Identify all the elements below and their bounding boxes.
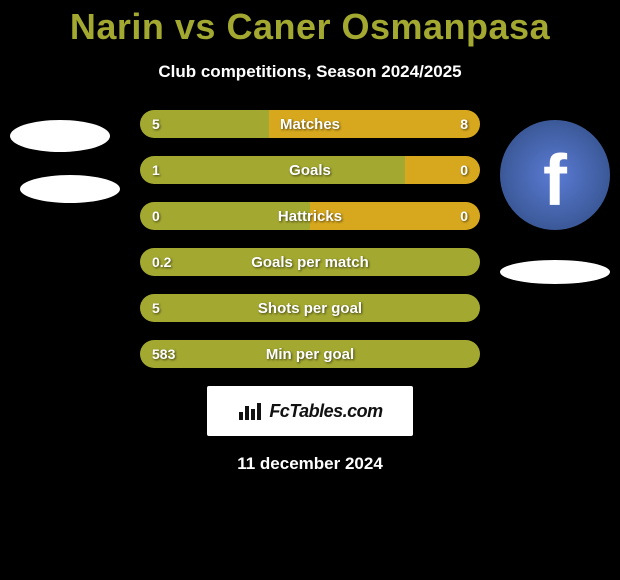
bar-left-fill	[140, 340, 480, 368]
facebook-icon[interactable]: f	[500, 120, 610, 230]
brand-badge-text: FcTables.com	[269, 401, 382, 422]
bar-right-fill	[405, 156, 480, 184]
player-right-avatar-2	[500, 260, 610, 284]
bar-row: 00Hattricks	[140, 202, 480, 230]
player-left-avatar-1	[10, 120, 110, 152]
subtitle: Club competitions, Season 2024/2025	[0, 62, 620, 82]
brand-badge[interactable]: FcTables.com	[207, 386, 413, 436]
player-left-avatar-2	[20, 175, 120, 203]
bar-left-fill	[140, 202, 310, 230]
bar-row: 5Shots per goal	[140, 294, 480, 322]
footer-date: 11 december 2024	[0, 454, 620, 474]
bar-row: 0.2Goals per match	[140, 248, 480, 276]
bar-row: 583Min per goal	[140, 340, 480, 368]
bar-left-fill	[140, 248, 480, 276]
bar-right-fill	[269, 110, 480, 138]
bar-row: 58Matches	[140, 110, 480, 138]
bar-row: 10Goals	[140, 156, 480, 184]
bar-left-fill	[140, 294, 480, 322]
page-title: Narin vs Caner Osmanpasa	[0, 0, 620, 48]
bar-right-fill	[310, 202, 480, 230]
comparison-bars: 58Matches 10Goals 00Hattricks 0.2Goals per …	[140, 110, 480, 368]
bar-left-fill	[140, 110, 269, 138]
bar-left-fill	[140, 156, 405, 184]
brand-badge-icon	[237, 400, 263, 422]
